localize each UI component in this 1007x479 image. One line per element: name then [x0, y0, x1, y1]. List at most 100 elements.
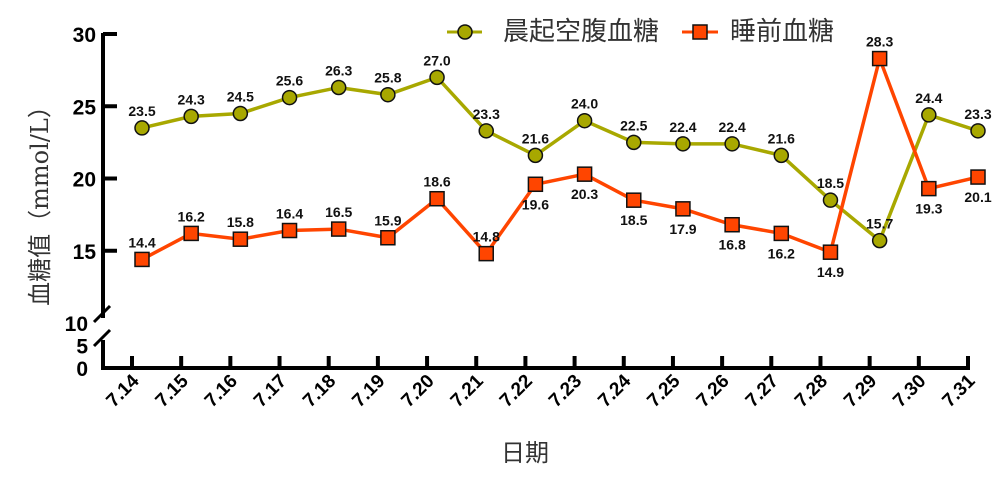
data-label: 16.8: [718, 237, 745, 253]
y-tick-label: 15: [73, 241, 97, 264]
data-label: 17.9: [669, 221, 696, 237]
data-label: 21.6: [522, 130, 549, 146]
x-tick-label: 7.27: [742, 371, 783, 412]
data-point-fasting: [773, 147, 790, 164]
data-point-fasting: [429, 69, 445, 86]
axis-break-mark: [92, 304, 112, 324]
data-label: 26.3: [325, 62, 352, 78]
data-point-fasting: [527, 147, 544, 164]
x-axis-title: 日期: [501, 439, 549, 467]
data-label: 16.2: [768, 245, 795, 261]
data-label: 24.0: [571, 96, 598, 112]
data-point-fasting: [724, 136, 740, 152]
data-label: 28.3: [866, 34, 893, 50]
data-point-fasting: [281, 89, 298, 106]
x-tick-label: 7.30: [889, 371, 930, 412]
y-tick-label: 25: [73, 96, 97, 119]
legend-square-marker-icon: [692, 24, 708, 40]
data-point-fasting: [232, 105, 249, 122]
data-label: 19.6: [522, 196, 549, 212]
x-tick-label: 7.20: [398, 371, 439, 412]
data-point-bedtime: [970, 169, 986, 185]
data-label: 20.3: [571, 186, 598, 202]
data-point-bedtime: [871, 50, 888, 67]
series-line-fasting: [141, 75, 979, 244]
y-tick-label: 20: [73, 169, 96, 192]
data-label: 23.3: [473, 106, 500, 122]
data-point-fasting: [921, 107, 937, 123]
x-tick-label: 7.31: [939, 370, 980, 411]
data-label: 24.5: [227, 88, 254, 104]
data-point-fasting: [822, 192, 839, 208]
data-point-fasting: [626, 134, 642, 151]
data-label: 23.5: [128, 103, 155, 119]
data-point-bedtime: [478, 245, 494, 262]
data-label: 24.4: [915, 90, 942, 106]
legend: 晨起空腹血糖 睡前血糖: [447, 17, 834, 47]
data-point-fasting: [134, 120, 150, 136]
data-point-bedtime: [232, 231, 249, 247]
data-label: 18.5: [620, 212, 647, 228]
data-label: 16.5: [325, 204, 352, 220]
legend-label-fasting: 晨起空腹血糖: [503, 17, 659, 47]
x-tick-label: 7.17: [250, 371, 291, 412]
data-label: 16.4: [276, 206, 303, 222]
x-tick-label: 7.24: [594, 370, 635, 411]
data-point-bedtime: [822, 244, 839, 260]
data-label: 15.7: [866, 216, 893, 232]
data-label: 15.8: [227, 214, 254, 230]
x-tick-label: 7.14: [103, 370, 144, 411]
axis-break-mark: [92, 328, 112, 348]
data-point-bedtime: [281, 222, 298, 239]
x-tick-label: 7.16: [201, 371, 242, 412]
data-label: 27.0: [423, 52, 450, 68]
data-label: 20.1: [964, 189, 991, 205]
y-axis-title: 血糖值（mmol/L）: [26, 94, 54, 306]
x-tick-label: 7.22: [496, 371, 537, 412]
data-point-bedtime: [429, 190, 445, 207]
data-point-bedtime: [183, 225, 199, 242]
data-label: 15.9: [374, 213, 401, 229]
data-point-fasting: [330, 79, 347, 96]
data-label: 14.8: [473, 229, 500, 245]
x-tick-label: 7.18: [299, 371, 340, 412]
x-tick-label: 7.28: [791, 371, 832, 412]
data-label: 18.6: [423, 174, 450, 190]
data-label: 16.2: [178, 208, 205, 224]
data-label: 14.9: [817, 264, 844, 280]
data-label: 25.8: [374, 70, 401, 86]
data-point-bedtime: [330, 221, 347, 237]
legend-label-bedtime: 睡前血糖: [730, 17, 834, 47]
data-point-bedtime: [380, 229, 396, 246]
data-point-fasting: [183, 108, 199, 125]
data-point-fasting: [871, 232, 888, 249]
data-point-bedtime: [921, 180, 937, 197]
data-label: 22.4: [718, 119, 745, 135]
x-tick-label: 7.19: [348, 371, 389, 412]
data-label: 22.5: [620, 117, 647, 133]
data-point-bedtime: [134, 251, 150, 268]
x-tick-label: 7.23: [545, 371, 586, 412]
data-label: 14.4: [128, 234, 155, 250]
data-point-fasting: [970, 123, 986, 139]
y-tick-label: 5: [76, 336, 88, 359]
data-point-bedtime: [675, 201, 691, 217]
data-point-bedtime: [626, 192, 642, 208]
y-tick-label: 30: [73, 24, 96, 47]
data-point-bedtime: [576, 166, 593, 182]
data-point-bedtime: [527, 176, 544, 193]
y-tick-label: 0: [76, 358, 88, 381]
y-tick-label: 10: [65, 313, 88, 336]
data-label: 23.3: [964, 106, 991, 122]
data-label: 22.4: [669, 119, 696, 135]
x-tick-label: 7.25: [643, 370, 684, 411]
x-tick-label: 7.26: [693, 371, 734, 412]
data-point-fasting: [576, 112, 593, 129]
data-label: 19.3: [915, 201, 942, 217]
series-line-bedtime: [141, 52, 979, 261]
data-point-fasting: [380, 86, 396, 103]
x-tick-label: 7.21: [447, 370, 488, 411]
x-tick-label: 7.29: [840, 371, 881, 412]
data-label: 21.6: [768, 130, 795, 146]
